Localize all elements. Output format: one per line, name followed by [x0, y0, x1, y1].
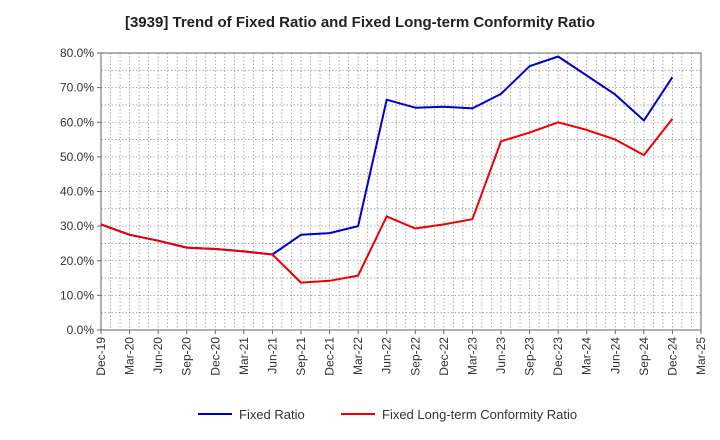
x-tick-label: Mar-21: [237, 337, 251, 375]
x-tick-label: Mar-24: [580, 337, 594, 375]
x-tick-label: Jun-21: [265, 337, 279, 374]
x-tick-label: Sep-24: [637, 337, 651, 376]
y-tick-label: 0.0%: [67, 323, 95, 337]
y-tick-label: 70.0%: [60, 81, 94, 95]
x-tick-label: Dec-19: [94, 337, 108, 376]
y-tick-label: 10.0%: [60, 288, 94, 302]
y-tick-label: 60.0%: [60, 115, 94, 129]
x-tick-label: Jun-23: [494, 337, 508, 374]
x-tick-label: Mar-25: [694, 337, 708, 375]
x-tick-label: Jun-24: [608, 337, 622, 374]
x-tick-label: Mar-23: [465, 337, 479, 375]
y-tick-label: 80.0%: [60, 46, 94, 60]
x-tick-label: Sep-22: [408, 337, 422, 376]
plot-area: [101, 53, 701, 330]
x-tick-label: Dec-22: [437, 337, 451, 376]
chart-title: [3939] Trend of Fixed Ratio and Fixed Lo…: [124, 14, 596, 31]
x-tick-label: Dec-21: [323, 337, 337, 376]
x-tick-label: Dec-23: [551, 337, 565, 376]
y-tick-label: 50.0%: [60, 150, 94, 164]
x-tick-label: Mar-22: [351, 337, 365, 375]
series-line-fixed-long-term-conformity-ratio: [100, 118, 674, 284]
x-tick-label: Dec-24: [665, 337, 679, 376]
x-tick-label: Sep-20: [180, 337, 194, 376]
x-tick-label: Mar-20: [123, 337, 137, 375]
x-tick-label: Jun-20: [151, 337, 165, 374]
y-tick-label: 40.0%: [60, 185, 94, 199]
x-tick-label: Jun-22: [380, 337, 394, 374]
x-tick-label: Sep-23: [523, 337, 537, 376]
legend-label: Fixed Ratio: [239, 407, 305, 422]
legend-label: Fixed Long-term Conformity Ratio: [382, 407, 577, 422]
y-tick-label: 20.0%: [60, 254, 94, 268]
x-tick-label: Sep-21: [294, 337, 308, 376]
y-tick-label: 30.0%: [60, 219, 94, 233]
x-tick-label: Dec-20: [208, 337, 222, 376]
